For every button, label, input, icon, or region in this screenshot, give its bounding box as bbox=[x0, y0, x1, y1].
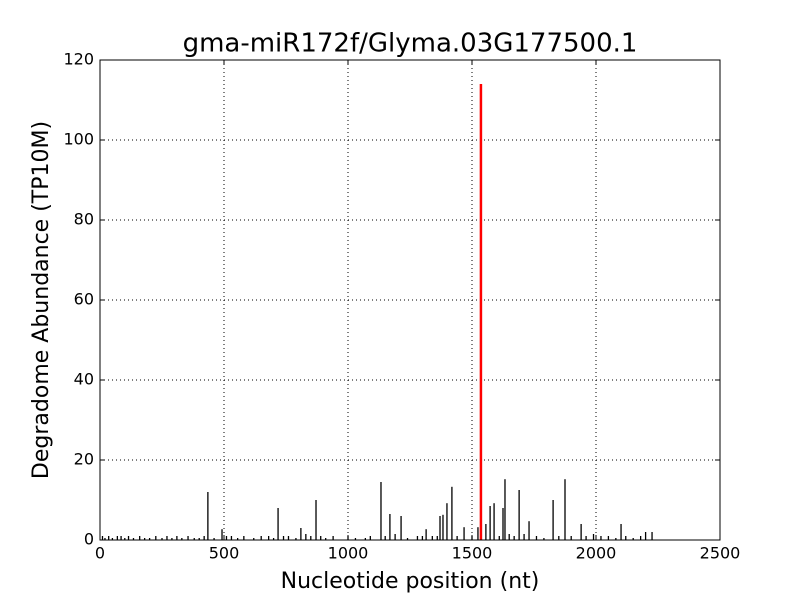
y-tick-label: 60 bbox=[74, 290, 94, 309]
y-tick-label: 100 bbox=[63, 130, 94, 149]
plot-frame bbox=[99, 59, 721, 541]
x-tick-label: 2500 bbox=[700, 544, 741, 563]
y-tick-label: 120 bbox=[63, 50, 94, 69]
x-tick-label: 500 bbox=[209, 544, 240, 563]
x-tick-label: 1000 bbox=[328, 544, 369, 563]
x-tick-label: 1500 bbox=[452, 544, 493, 563]
y-axis-label: Degradome Abundance (TP10M) bbox=[29, 121, 54, 479]
y-tick-label: 40 bbox=[74, 370, 94, 389]
x-tick-label: 2000 bbox=[576, 544, 617, 563]
chart-title: gma-miR172f/Glyma.03G177500.1 bbox=[183, 29, 638, 59]
x-axis-label: Nucleotide position (nt) bbox=[281, 569, 540, 594]
y-tick-label: 0 bbox=[84, 530, 94, 549]
y-tick-label: 20 bbox=[74, 450, 94, 469]
y-tick-label: 80 bbox=[74, 210, 94, 229]
x-tick-label: 0 bbox=[95, 544, 105, 563]
